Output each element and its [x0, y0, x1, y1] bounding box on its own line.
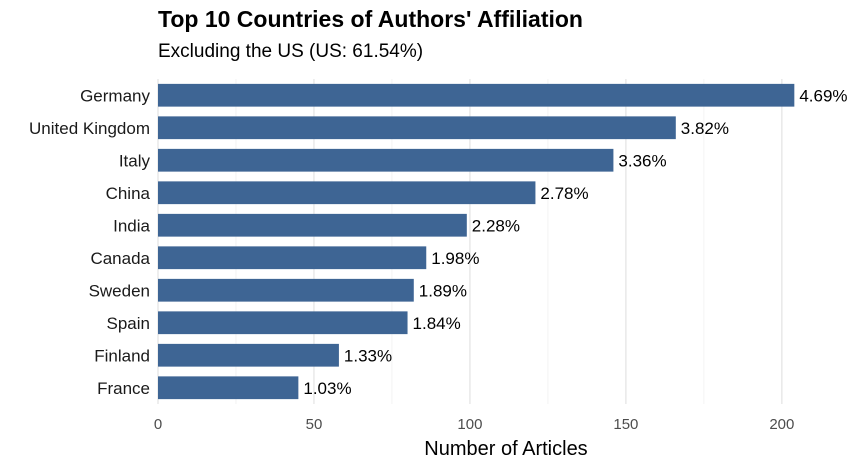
data-label: 1.03%: [303, 379, 351, 398]
x-tick-label: 150: [613, 416, 638, 433]
data-label: 2.78%: [540, 184, 588, 203]
category-label: Sweden: [89, 281, 150, 300]
bar: [158, 83, 795, 107]
data-label: 2.28%: [472, 216, 520, 235]
bar: [158, 376, 299, 400]
data-label: 1.98%: [431, 249, 479, 268]
bar: [158, 278, 414, 302]
data-label: 1.84%: [413, 314, 461, 333]
category-label: Finland: [94, 346, 150, 365]
x-tick-label: 200: [769, 416, 794, 433]
category-label: India: [113, 216, 150, 235]
category-label: Italy: [119, 151, 151, 170]
x-axis-title: Number of Articles: [424, 438, 587, 460]
data-label: 1.89%: [419, 281, 467, 300]
chart-subtitle: Excluding the US (US: 61.54%): [158, 41, 424, 62]
data-label: 1.33%: [344, 346, 392, 365]
chart-title: Top 10 Countries of Authors' Affiliation: [158, 6, 583, 32]
x-tick-label: 50: [306, 416, 323, 433]
bar: [158, 311, 408, 335]
category-label: Spain: [107, 314, 150, 333]
data-label: 3.36%: [618, 151, 666, 170]
data-label: 4.69%: [799, 86, 847, 105]
bar: [158, 181, 536, 205]
bar: [158, 246, 427, 270]
category-label: United Kingdom: [29, 119, 150, 138]
bars: [158, 83, 795, 400]
category-label: Germany: [80, 86, 150, 105]
data-label: 3.82%: [681, 119, 729, 138]
bar: [158, 343, 339, 367]
category-labels: Germany United Kingdom Italy China India Cana…: [29, 86, 151, 398]
category-label: China: [106, 184, 151, 203]
bar: [158, 148, 614, 172]
x-tick-labels: 0 50 100 150 200: [154, 416, 795, 433]
category-label: Canada: [90, 249, 150, 268]
x-tick-label: 0: [154, 416, 162, 433]
value-labels: 4.69% 3.82% 3.36% 2.78% 2.28% 1.98% 1.89% 1.84%…: [303, 86, 847, 398]
bar: [158, 116, 676, 140]
bar: [158, 213, 467, 237]
x-tick-label: 100: [457, 416, 482, 433]
category-label: France: [97, 379, 150, 398]
